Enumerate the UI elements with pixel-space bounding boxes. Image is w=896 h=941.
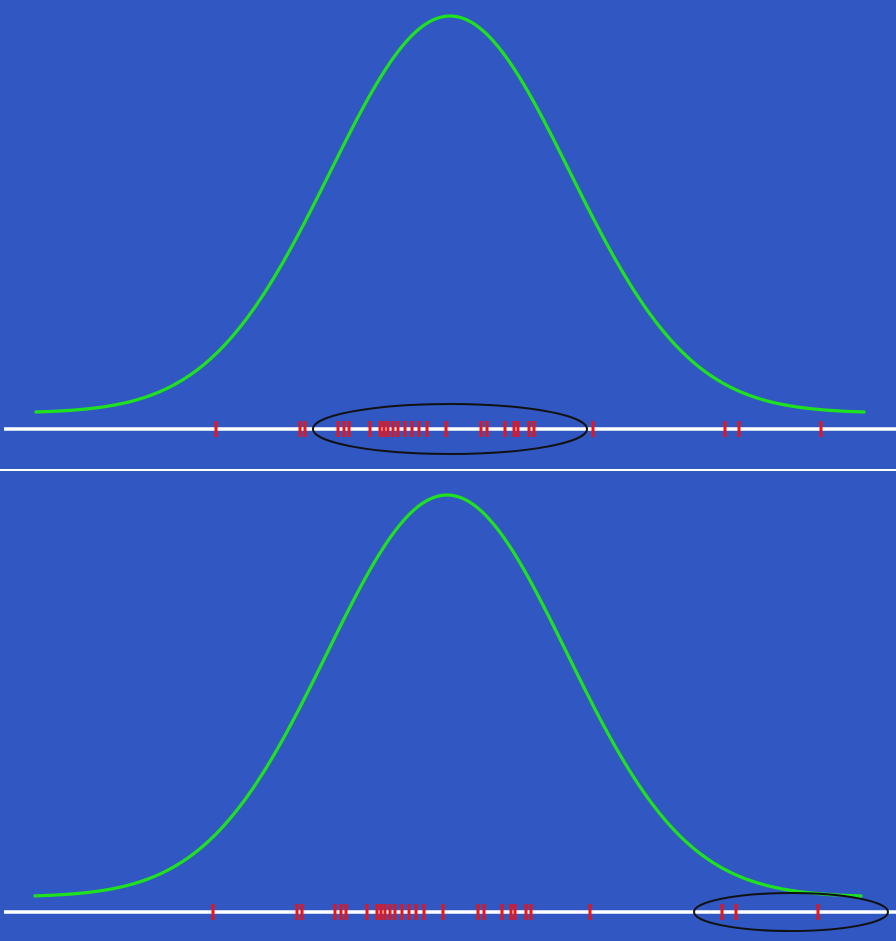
top-rug-tick xyxy=(342,421,346,437)
top-rug-tick xyxy=(391,421,395,437)
top-panel xyxy=(0,0,896,469)
bottom-rug-tick xyxy=(414,904,418,920)
bottom-rug xyxy=(211,904,820,920)
top-rug-tick xyxy=(347,421,351,437)
bottom-rug-tick xyxy=(720,904,724,920)
bottom-rug-tick xyxy=(513,904,517,920)
top-rug-tick xyxy=(425,421,429,437)
bottom-rug-tick xyxy=(295,904,299,920)
bottom-rug-tick xyxy=(388,904,392,920)
top-rug-tick xyxy=(527,421,531,437)
top-rug-tick xyxy=(214,421,218,437)
bottom-rug-tick xyxy=(383,904,387,920)
top-rug-tick xyxy=(516,421,520,437)
top-rug-tick xyxy=(591,421,595,437)
top-rug-tick xyxy=(503,421,507,437)
top-rug-tick xyxy=(298,421,302,437)
top-rug-tick xyxy=(336,421,340,437)
bottom-rug-tick xyxy=(509,904,513,920)
top-rug-tick xyxy=(532,421,536,437)
top-rug-tick xyxy=(479,421,483,437)
top-panel-background xyxy=(0,0,896,469)
top-rug-tick xyxy=(386,421,390,437)
top-rug-tick xyxy=(303,421,307,437)
top-rug-tick xyxy=(403,421,407,437)
bottom-rug-tick xyxy=(441,904,445,920)
top-rug xyxy=(214,421,823,437)
bottom-rug-tick xyxy=(588,904,592,920)
bottom-rug-tick xyxy=(379,904,383,920)
top-rug-tick xyxy=(378,421,382,437)
bottom-rug-tick xyxy=(339,904,343,920)
top-rug-tick xyxy=(723,421,727,437)
bottom-rug-tick xyxy=(333,904,337,920)
bottom-rug-tick xyxy=(407,904,411,920)
top-rug-tick xyxy=(368,421,372,437)
bottom-panel xyxy=(0,471,896,941)
top-density-curve xyxy=(34,14,866,414)
top-rug-tick xyxy=(382,421,386,437)
bottom-rug-tick xyxy=(393,904,397,920)
bottom-rug-tick xyxy=(734,904,738,920)
bottom-rug-tick xyxy=(375,904,379,920)
bottom-panel-background xyxy=(0,471,896,941)
top-rug-tick xyxy=(444,421,448,437)
top-rug-tick xyxy=(485,421,489,437)
bottom-rug-tick xyxy=(365,904,369,920)
bottom-rug-tick xyxy=(524,904,528,920)
bottom-rug-tick xyxy=(400,904,404,920)
top-highlight-ellipse xyxy=(312,403,588,455)
bottom-rug-tick xyxy=(422,904,426,920)
bottom-rug-tick xyxy=(300,904,304,920)
bottom-rug-tick xyxy=(816,904,820,920)
top-rug-tick xyxy=(410,421,414,437)
top-rug-tick xyxy=(737,421,741,437)
bottom-density-curve xyxy=(33,493,863,898)
bottom-rug-tick xyxy=(482,904,486,920)
top-rug-tick xyxy=(417,421,421,437)
bottom-rug-tick xyxy=(211,904,215,920)
bottom-rug-tick xyxy=(344,904,348,920)
bottom-rug-tick xyxy=(500,904,504,920)
top-rug-tick xyxy=(819,421,823,437)
top-rug-tick xyxy=(512,421,516,437)
top-rug-tick xyxy=(396,421,400,437)
bottom-rug-tick xyxy=(529,904,533,920)
bottom-highlight-ellipse xyxy=(693,892,889,932)
panel-divider xyxy=(0,469,896,471)
bottom-rug-tick xyxy=(476,904,480,920)
